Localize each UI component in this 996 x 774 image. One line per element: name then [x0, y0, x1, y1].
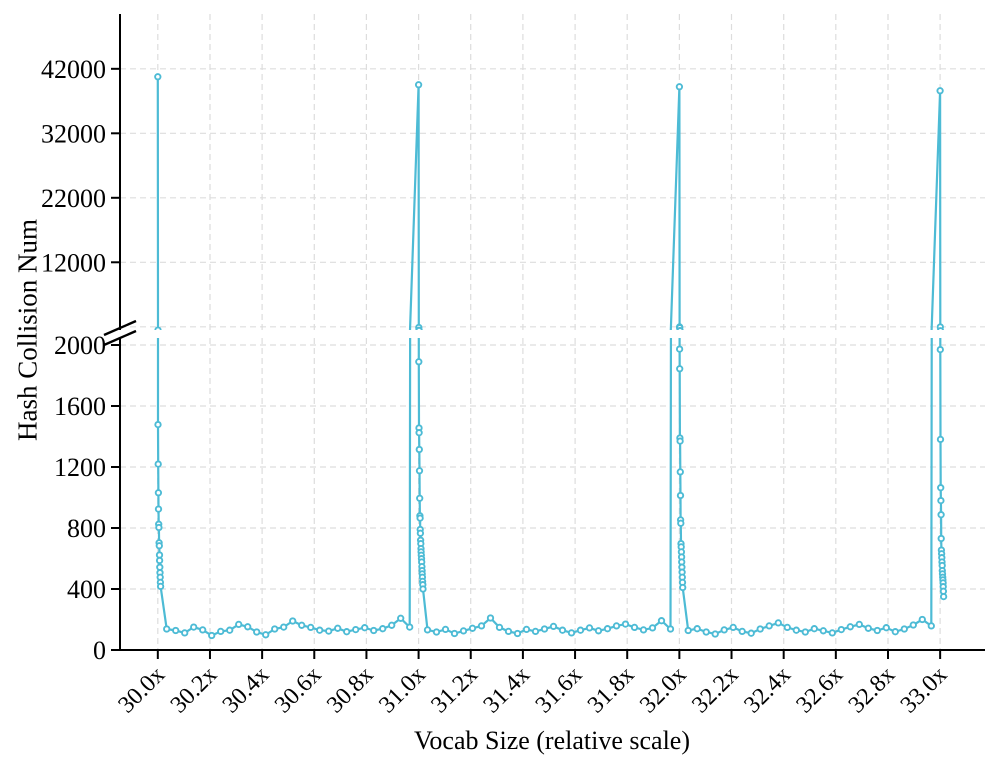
svg-text:12000: 12000 — [41, 248, 106, 277]
svg-text:31.6x: 31.6x — [531, 662, 588, 719]
svg-text:32.2x: 32.2x — [687, 662, 744, 719]
axes — [119, 14, 985, 651]
svg-text:33.0x: 33.0x — [896, 662, 953, 719]
series-line — [156, 338, 945, 637]
svg-text:30.0x: 30.0x — [113, 662, 170, 719]
tick-labels: 12000 22000 32000 42000 0 400 800 1200 1600 2000 3… — [41, 55, 952, 719]
x-axis-label: Vocab Size (relative scale) — [414, 726, 690, 755]
svg-text:31.0x: 31.0x — [374, 662, 431, 719]
axis-break-marks — [103, 319, 137, 347]
svg-text:800: 800 — [67, 514, 106, 543]
svg-text:32.8x: 32.8x — [844, 662, 901, 719]
svg-text:32.6x: 32.6x — [791, 662, 848, 719]
series-top-panel — [154, 73, 945, 330]
svg-text:32.0x: 32.0x — [635, 662, 692, 719]
svg-text:2000: 2000 — [54, 331, 106, 360]
gridlines — [120, 14, 985, 650]
svg-text:32000: 32000 — [41, 119, 106, 148]
svg-text:42000: 42000 — [41, 55, 106, 84]
series-bottom-panel — [154, 338, 948, 640]
svg-text:22000: 22000 — [41, 184, 106, 213]
svg-text:30.8x: 30.8x — [322, 662, 379, 719]
svg-text:0: 0 — [93, 636, 106, 665]
svg-text:31.4x: 31.4x — [479, 662, 536, 719]
svg-text:32.4x: 32.4x — [739, 662, 796, 719]
svg-text:30.4x: 30.4x — [218, 662, 275, 719]
svg-text:1600: 1600 — [54, 392, 106, 421]
svg-text:30.2x: 30.2x — [166, 662, 223, 719]
svg-text:1200: 1200 — [54, 453, 106, 482]
y-axis-label: Hash Collision Num — [12, 218, 43, 442]
series-line — [156, 76, 942, 330]
tick-marks — [111, 67, 942, 659]
svg-text:31.2x: 31.2x — [426, 662, 483, 719]
svg-text:30.6x: 30.6x — [270, 662, 327, 719]
svg-text:400: 400 — [67, 575, 106, 604]
svg-text:31.8x: 31.8x — [583, 662, 640, 719]
